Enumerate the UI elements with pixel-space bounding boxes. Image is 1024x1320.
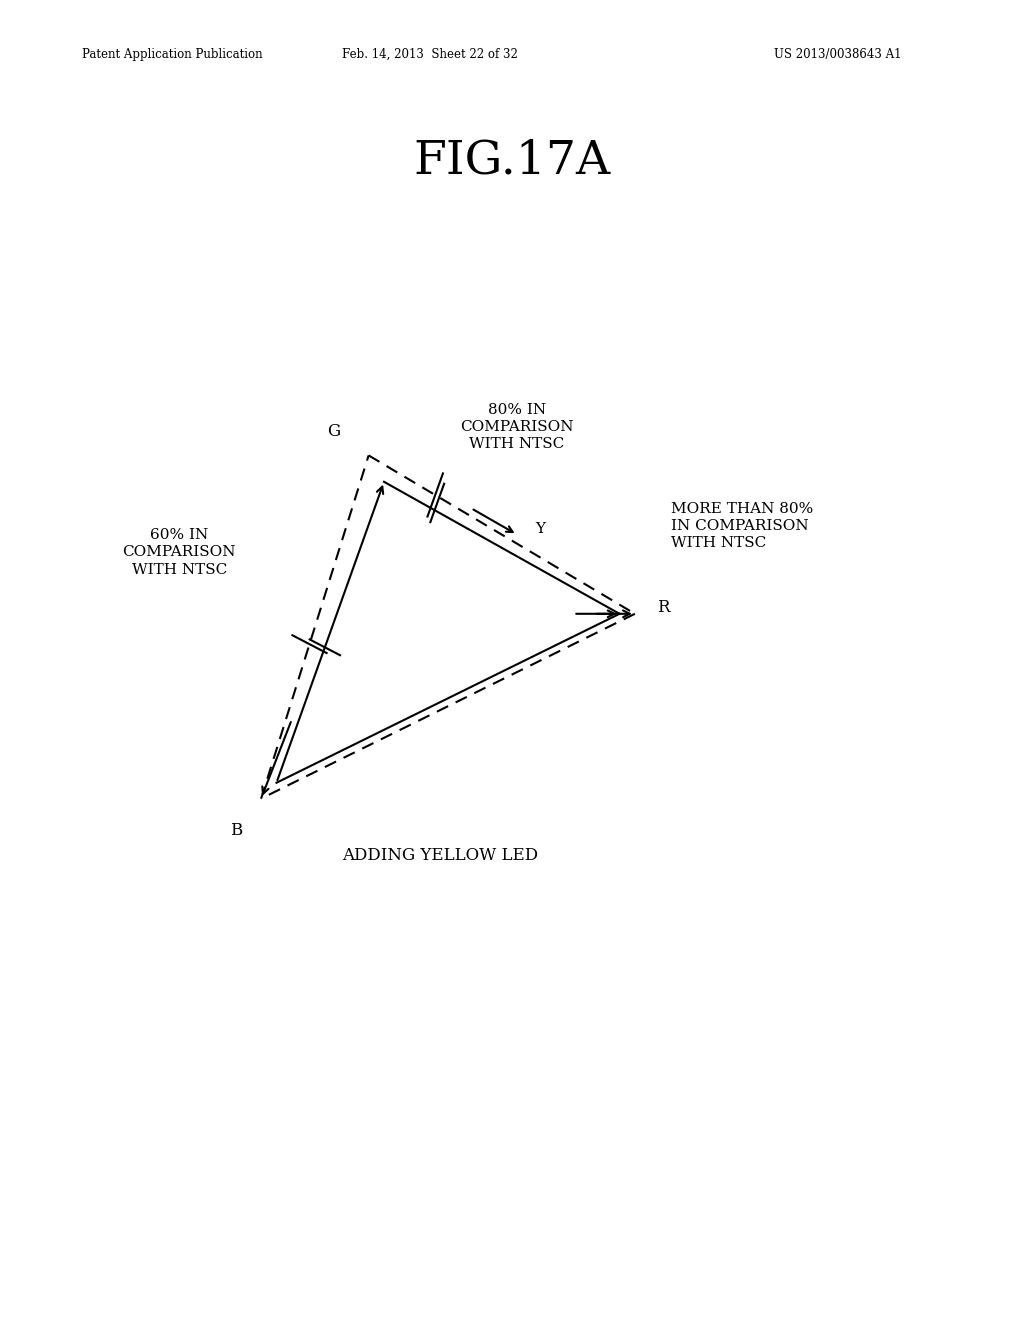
Text: Patent Application Publication: Patent Application Publication [82,48,262,61]
Text: Y: Y [536,523,546,536]
Text: 60% IN
COMPARISON
WITH NTSC: 60% IN COMPARISON WITH NTSC [123,528,236,577]
Text: FIG.17A: FIG.17A [414,139,610,183]
Text: ADDING YELLOW LED: ADDING YELLOW LED [342,847,539,865]
Text: 80% IN
COMPARISON
WITH NTSC: 80% IN COMPARISON WITH NTSC [461,403,573,451]
Text: Feb. 14, 2013  Sheet 22 of 32: Feb. 14, 2013 Sheet 22 of 32 [342,48,518,61]
Text: G: G [327,422,340,440]
Text: MORE THAN 80%
IN COMPARISON
WITH NTSC: MORE THAN 80% IN COMPARISON WITH NTSC [671,502,813,550]
Text: B: B [230,822,243,840]
Text: R: R [657,599,670,615]
Text: US 2013/0038643 A1: US 2013/0038643 A1 [773,48,901,61]
